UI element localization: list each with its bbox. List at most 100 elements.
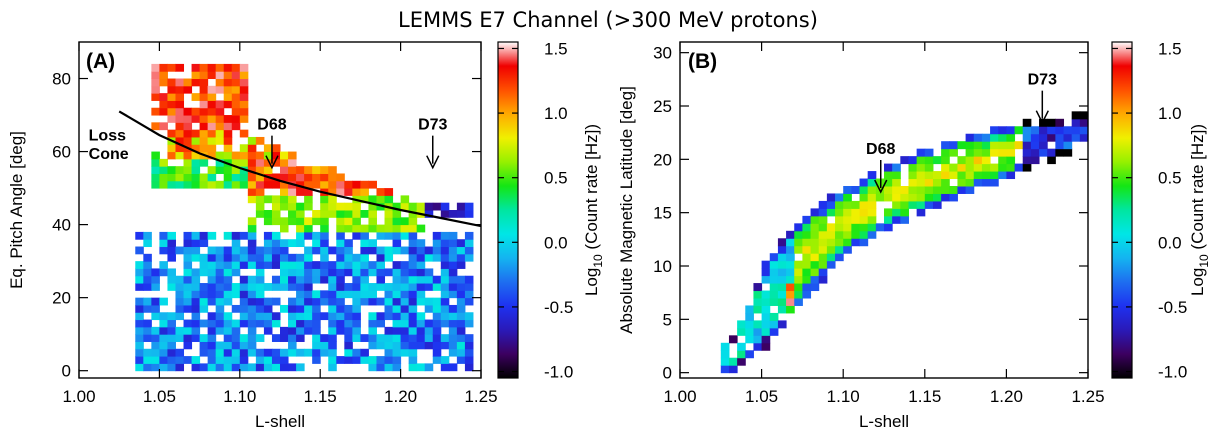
heatmap-cell [424, 246, 434, 255]
heatmap-cell [818, 215, 828, 224]
heatmap-cell [1039, 118, 1048, 127]
heatmap-cell [167, 326, 176, 335]
heatmap-cell [288, 158, 297, 167]
heatmap-cell [851, 200, 861, 209]
heatmap-cell [207, 180, 217, 189]
heatmap-cell [223, 326, 233, 335]
heatmap-cell [900, 200, 909, 209]
colorbar-a: 1.5 1.0 0.5 0.0 -0.5 -1.0 Log10 (Count rate [… [497, 39, 605, 382]
heatmap-cell [167, 275, 176, 284]
heatmap-cell [843, 186, 852, 194]
heatmap-cell [777, 320, 787, 329]
colorbar-tick-label: 0.0 [1158, 233, 1182, 252]
heatmap-cell [802, 230, 812, 239]
heatmap-cell [159, 246, 168, 255]
heatmap-cell [835, 200, 844, 209]
heatmap-cell [424, 334, 434, 342]
heatmap-cell [231, 253, 241, 262]
heatmap-cell [810, 253, 820, 262]
heatmap-cell [135, 268, 144, 277]
heatmap-cell [231, 85, 241, 94]
heatmap-cell [440, 210, 450, 218]
heatmap-cell [199, 107, 209, 116]
heatmap-cell [271, 246, 281, 255]
y-tick-label: 0 [62, 362, 71, 381]
heatmap-cell [336, 312, 345, 321]
heatmap-cell [312, 312, 321, 321]
heatmap-cell [151, 334, 160, 342]
heatmap-cell [957, 156, 967, 165]
heatmap-cell [215, 326, 225, 335]
heatmap-cell [255, 363, 265, 372]
heatmap-cell [183, 356, 193, 364]
heatmap-cell [312, 356, 321, 364]
heatmap-cell [175, 246, 185, 255]
heatmap-cell [296, 326, 305, 335]
heatmap-cell [464, 246, 474, 255]
heatmap-cell [199, 297, 209, 306]
heatmap-cell [207, 173, 217, 182]
heatmap-cell [167, 231, 176, 240]
heatmap-cell [1063, 141, 1073, 150]
heatmap-cell [1071, 111, 1081, 120]
heatmap-cell [392, 210, 402, 218]
heatmap-cell [231, 63, 241, 72]
heatmap-cell [263, 253, 273, 262]
heatmap-cell [183, 326, 193, 335]
heatmap-cell [376, 297, 386, 306]
y-tick-label: 0 [663, 364, 672, 383]
heatmap-cell [328, 261, 337, 269]
heatmap-cell [320, 202, 329, 211]
heatmap-cell [400, 261, 410, 269]
heatmap-cell [336, 231, 345, 240]
heatmap-cell [400, 275, 410, 284]
heatmap-cell [312, 275, 321, 284]
heatmap-cell [794, 283, 803, 292]
heatmap-cell [352, 188, 361, 196]
heatmap-cell [175, 122, 185, 131]
heatmap-cell [786, 275, 795, 284]
heatmap-cell [304, 304, 313, 313]
heatmap-cell [223, 93, 233, 101]
heatmap-cell [271, 151, 281, 160]
heatmap-cell [720, 350, 730, 359]
heatmap-cell [175, 63, 185, 72]
heatmap-cell [183, 78, 193, 87]
heatmap-cell [368, 195, 377, 204]
heatmap-cell [231, 180, 241, 189]
heatmap-cell [1088, 111, 1097, 119]
heatmap-cell [207, 348, 217, 357]
heatmap-cell [916, 148, 926, 157]
heatmap-cell [916, 193, 926, 202]
heatmap-cell [135, 231, 144, 240]
heatmap-cell [336, 224, 345, 233]
heatmap-cell [344, 312, 353, 321]
heatmap-cell [344, 202, 353, 211]
heatmap-cell [384, 253, 394, 262]
heatmap-cell [255, 151, 265, 160]
heatmap-cell [368, 246, 377, 255]
heatmap-cell [916, 200, 926, 209]
heatmap-cell [191, 363, 201, 372]
heatmap-cell [199, 144, 209, 153]
heatmap-cell [440, 231, 450, 240]
heatmap-cell [424, 268, 434, 277]
heatmap-cell [384, 217, 394, 226]
heatmap-cell [1039, 141, 1048, 150]
y-tick-label: 60 [52, 143, 71, 162]
heatmap-cell [191, 319, 201, 328]
heatmap-cell [990, 178, 999, 187]
heatmap-cell [794, 268, 803, 277]
heatmap-cell [990, 163, 999, 172]
heatmap-cell [247, 290, 257, 299]
heatmap-cell [320, 341, 329, 350]
panel-a: 1.00 1.05 1.10 1.15 1.20 1.25 0 20 40 60 80 (A) D6… [7, 41, 498, 431]
heatmap-cell [408, 261, 418, 269]
heatmap-cell [810, 268, 820, 277]
heatmap-cell [352, 253, 361, 262]
heatmap-cell [143, 261, 152, 269]
heatmap-cell [400, 319, 410, 328]
heatmap-cell [998, 163, 1007, 172]
heatmap-cell [408, 297, 418, 306]
heatmap-cell [271, 297, 281, 306]
